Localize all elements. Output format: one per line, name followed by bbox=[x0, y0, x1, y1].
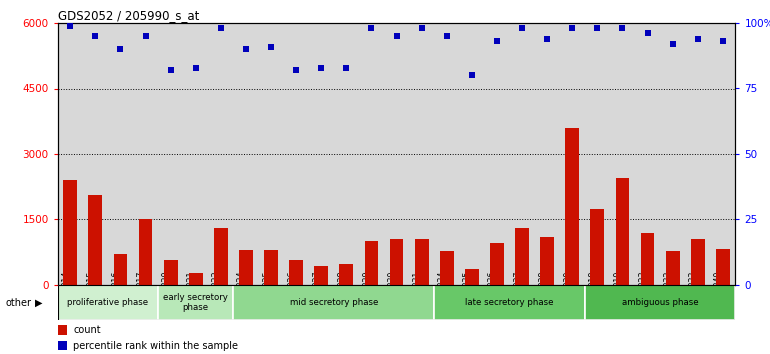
Bar bbox=[490, 244, 504, 285]
Bar bbox=[158, 285, 233, 320]
Point bbox=[365, 25, 377, 31]
Bar bbox=[364, 241, 378, 285]
Bar bbox=[541, 237, 554, 285]
Text: late secretory phase: late secretory phase bbox=[465, 298, 554, 307]
Bar bbox=[114, 255, 127, 285]
Text: ▶: ▶ bbox=[35, 298, 42, 308]
Text: percentile rank within the sample: percentile rank within the sample bbox=[73, 341, 238, 350]
Bar bbox=[164, 259, 178, 285]
Bar bbox=[139, 219, 152, 285]
Point bbox=[315, 65, 327, 70]
Point bbox=[440, 33, 453, 39]
Bar bbox=[584, 285, 735, 320]
Point bbox=[516, 25, 528, 31]
Bar bbox=[189, 273, 203, 285]
Point bbox=[139, 33, 152, 39]
Point bbox=[490, 39, 503, 44]
Point bbox=[691, 36, 704, 41]
Bar bbox=[440, 251, 454, 285]
Point bbox=[717, 39, 729, 44]
Point bbox=[114, 46, 126, 52]
Bar bbox=[716, 249, 730, 285]
Bar bbox=[89, 195, 102, 285]
Bar bbox=[264, 250, 278, 285]
Point bbox=[616, 25, 628, 31]
Text: mid secretory phase: mid secretory phase bbox=[290, 298, 378, 307]
Point bbox=[165, 67, 177, 73]
Bar bbox=[58, 285, 158, 320]
Point bbox=[340, 65, 353, 70]
Point bbox=[290, 67, 303, 73]
Point bbox=[416, 25, 428, 31]
Bar bbox=[415, 239, 429, 285]
Text: proliferative phase: proliferative phase bbox=[68, 298, 149, 307]
Point bbox=[566, 25, 578, 31]
Bar bbox=[290, 259, 303, 285]
Bar bbox=[214, 228, 228, 285]
Bar bbox=[63, 180, 77, 285]
Bar bbox=[233, 285, 434, 320]
Point bbox=[591, 25, 604, 31]
Bar bbox=[465, 269, 479, 285]
Bar bbox=[340, 264, 353, 285]
Point bbox=[466, 73, 478, 78]
Text: early secretory
phase: early secretory phase bbox=[163, 293, 228, 312]
Bar bbox=[515, 228, 529, 285]
Bar bbox=[390, 239, 403, 285]
Bar bbox=[591, 209, 604, 285]
Point bbox=[239, 46, 252, 52]
Point bbox=[265, 44, 277, 50]
Bar bbox=[641, 233, 654, 285]
Point bbox=[189, 65, 202, 70]
Bar bbox=[434, 285, 584, 320]
Bar bbox=[666, 251, 679, 285]
Point bbox=[64, 23, 76, 28]
Text: ambiguous phase: ambiguous phase bbox=[621, 298, 698, 307]
Point bbox=[390, 33, 403, 39]
Bar bbox=[565, 128, 579, 285]
Point bbox=[641, 31, 654, 36]
Bar bbox=[314, 266, 328, 285]
Point bbox=[89, 33, 102, 39]
Text: other: other bbox=[5, 298, 32, 308]
Text: count: count bbox=[73, 325, 101, 335]
Text: GDS2052 / 205990_s_at: GDS2052 / 205990_s_at bbox=[58, 9, 199, 22]
Bar bbox=[239, 250, 253, 285]
Point bbox=[215, 25, 227, 31]
Point bbox=[541, 36, 554, 41]
Point bbox=[667, 41, 679, 47]
Bar bbox=[691, 239, 705, 285]
Bar bbox=[615, 178, 629, 285]
